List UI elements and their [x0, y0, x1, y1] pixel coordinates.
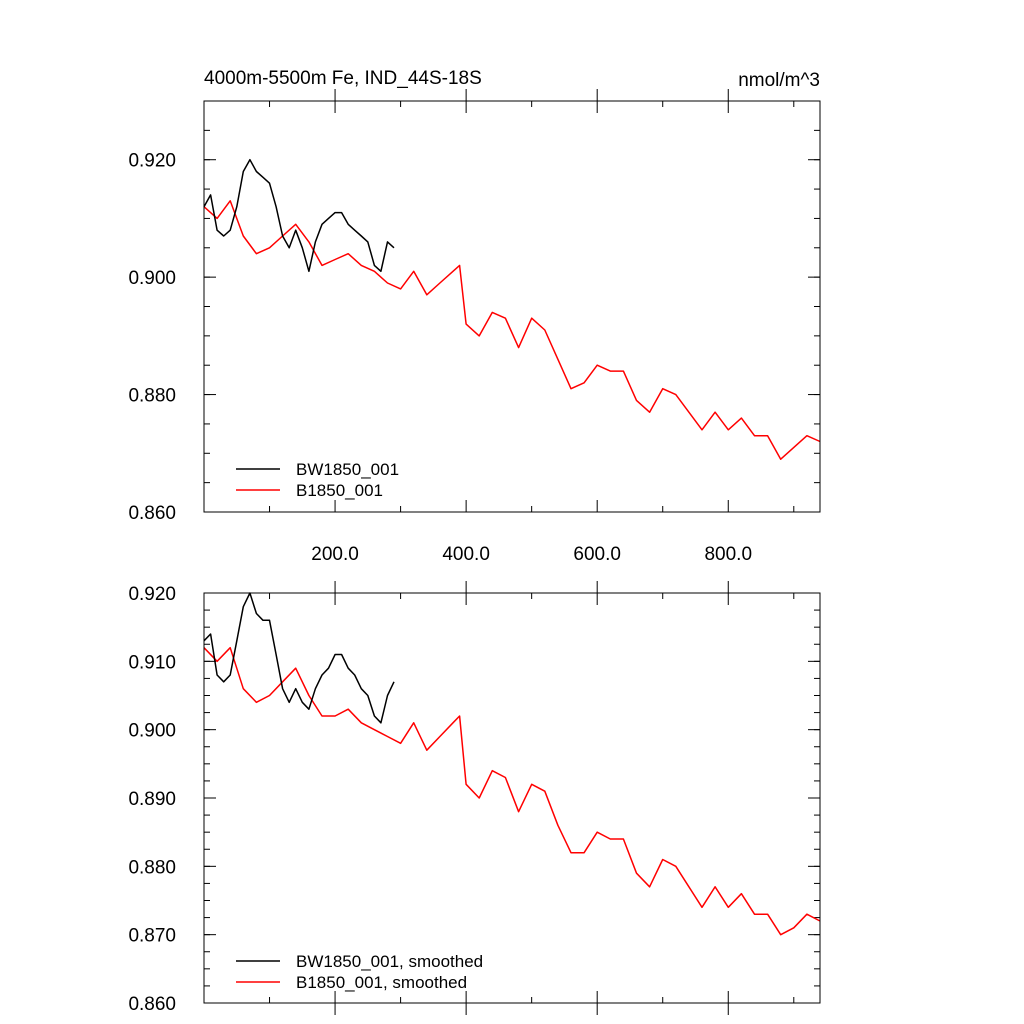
x-tick-label: 200.0 — [311, 544, 359, 565]
bottom-y-tick-label: 0.910 — [128, 652, 176, 673]
units-label: nmol/m^3 — [738, 70, 820, 91]
series-line-b1850-001-smoothed — [203, 646, 821, 936]
x-tick-label: 600.0 — [573, 544, 621, 565]
x-tick-label: 800.0 — [704, 544, 752, 565]
top-y-tick-label: 0.900 — [128, 268, 176, 289]
bottom-y-tick-label: 0.880 — [128, 857, 176, 878]
top-panel-ticks: 0.860 0.880 0.900 0.920 200.0 400.0 600.0 800.0 — [128, 89, 820, 565]
series-line-bw1850-001-smoothed — [203, 592, 395, 724]
bottom-y-tick-label: 0.900 — [128, 721, 176, 742]
bottom-panel: 0.860 0.870 0.880 0.890 0.900 0.910 0.920 BW18… — [128, 581, 821, 1015]
top-legend: BW1850_001 B1850_001 — [236, 460, 399, 500]
bottom-panel-series — [203, 592, 821, 936]
series-line-b1850-001 — [203, 200, 821, 460]
x-tick-label: 400.0 — [442, 544, 490, 565]
chart-title: 4000m-5500m Fe, IND_44S-18S — [204, 68, 482, 89]
bottom-y-tick-label: 0.920 — [128, 584, 176, 605]
legend-label-b1850: B1850_001 — [296, 481, 383, 500]
top-panel-series — [203, 158, 821, 460]
bottom-legend: BW1850_001, smoothed B1850_001, smoothed — [236, 952, 483, 992]
top-panel: 4000m-5500m Fe, IND_44S-18S nmol/m^3 0.8… — [128, 68, 821, 565]
legend-label-b1850-smoothed: B1850_001, smoothed — [296, 973, 467, 992]
legend-label-bw1850-smoothed: BW1850_001, smoothed — [296, 952, 483, 971]
bottom-y-tick-label: 0.870 — [128, 926, 176, 947]
top-y-tick-label: 0.920 — [128, 151, 176, 172]
bottom-panel-ticks: 0.860 0.870 0.880 0.890 0.900 0.910 0.920 — [128, 581, 820, 1015]
bottom-plot-frame — [203, 592, 821, 1004]
top-y-tick-label: 0.860 — [128, 503, 176, 524]
series-line-bw1850-001 — [203, 158, 395, 273]
bottom-y-tick-label: 0.890 — [128, 789, 176, 810]
bottom-y-tick-label: 0.860 — [128, 994, 176, 1015]
top-y-tick-label: 0.880 — [128, 386, 176, 407]
legend-label-bw1850: BW1850_001 — [296, 460, 399, 479]
top-plot-frame — [203, 100, 821, 513]
